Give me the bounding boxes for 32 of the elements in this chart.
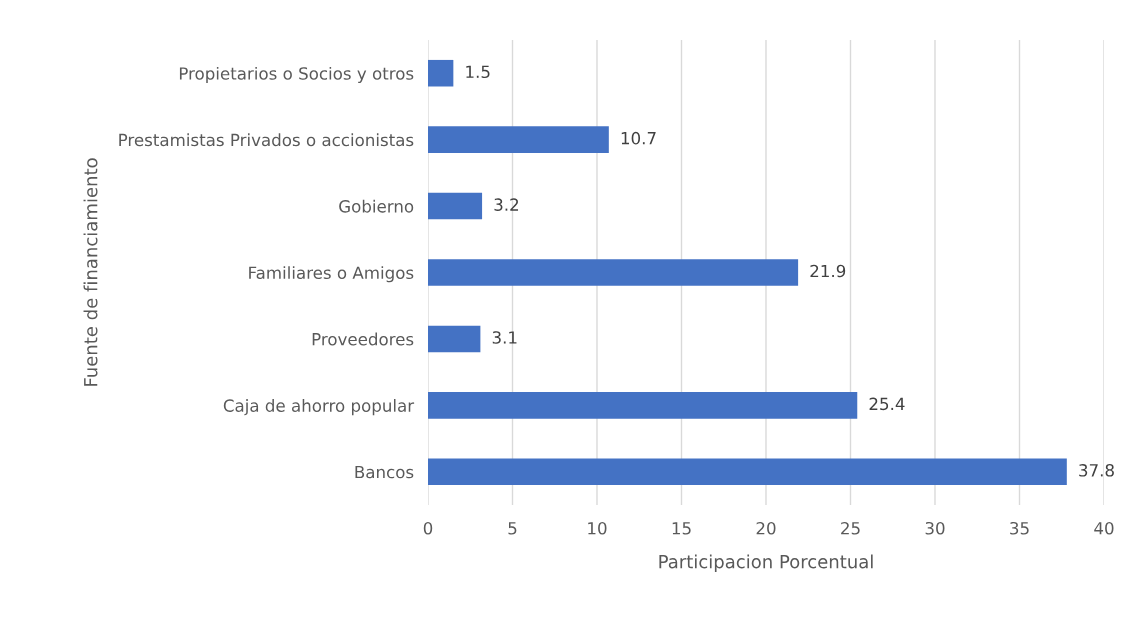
bar — [428, 392, 858, 419]
y-tick-label: Gobierno — [339, 199, 414, 213]
data-label: 3.1 — [492, 331, 517, 344]
data-label: 21.9 — [810, 264, 846, 278]
x-tick-label: 30 — [925, 521, 945, 535]
x-tick-label: 10 — [588, 521, 607, 535]
x-tick-label: 0 — [423, 521, 433, 535]
y-tick-label: Propietarios o Socios y otros — [179, 66, 414, 84]
y-tick-label: Bancos — [355, 465, 414, 479]
data-label: 25.4 — [869, 397, 905, 411]
bar — [428, 458, 1067, 486]
y-tick-label: Proveedores — [312, 332, 414, 346]
y-tick-label: Prestamistas Privados o accionistas — [119, 133, 414, 147]
y-tick-label: Familiares o Amigos — [249, 266, 414, 283]
x-tick-label: 20 — [756, 521, 776, 535]
data-label: 1.5 — [466, 65, 490, 79]
x-tick-label: 25 — [841, 521, 860, 535]
bar — [428, 126, 609, 153]
x-tick-label: 35 — [1010, 521, 1029, 535]
data-label: 10.7 — [621, 131, 656, 145]
y-axis-title: Fuente de financiamiento — [83, 158, 98, 386]
x-tick-label: 5 — [508, 522, 517, 535]
x-tick-label: 40 — [1094, 521, 1114, 535]
bar — [428, 259, 799, 286]
data-label: 37.8 — [1079, 464, 1114, 477]
bar — [428, 325, 481, 353]
x-tick-label: 15 — [672, 522, 691, 535]
bar — [428, 59, 454, 87]
y-tick-label: Caja de ahorro popular — [223, 399, 415, 416]
data-label: 3.2 — [494, 198, 519, 211]
bar — [428, 192, 483, 220]
x-axis-title: Participacion Porcentual — [659, 554, 873, 572]
